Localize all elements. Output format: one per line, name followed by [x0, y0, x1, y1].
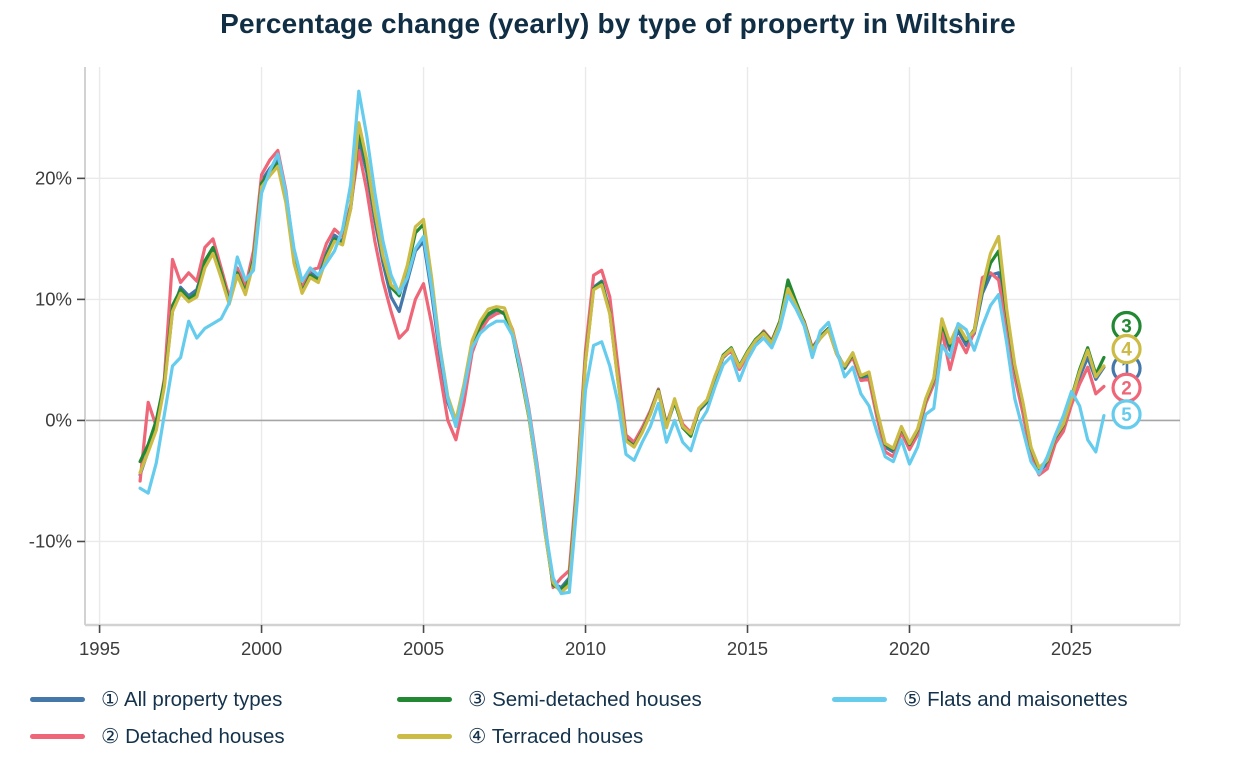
end-marker-number-3: 3 [1121, 317, 1132, 338]
chart-area: 1995 2000 2005 2010 2015 2020 2025 -10% 0% 10% 20%… [0, 60, 1236, 675]
end-marker-circle-5 [1111, 399, 1142, 430]
legend-label: ② Detached houses [101, 725, 285, 748]
end-marker-number-5: 5 [1121, 405, 1132, 426]
chart-title: Percentage change (yearly) by type of pr… [220, 8, 1016, 39]
line-chart: 1995 2000 2005 2010 2015 2020 2025 -10% 0% 10% 20%… [29, 67, 1181, 659]
legend-item-flats-and-maisonettes[interactable]: ⑤ Flats and maisonettes [832, 687, 1236, 712]
y-tick-label: 10% [35, 288, 72, 309]
legend-item-semi-detached-houses[interactable]: ③ Semi-detached houses [397, 687, 832, 712]
x-tick-label: 2000 [241, 638, 282, 659]
y-tick-label: 0% [45, 409, 72, 430]
x-tick-label: 2025 [1051, 638, 1092, 659]
legend-item-terraced-houses[interactable]: ④ Terraced houses [397, 724, 832, 749]
series-line-4 [138, 121, 1106, 594]
end-marker-number-4: 4 [1121, 340, 1132, 361]
legend-label: ④ Terraced houses [468, 725, 644, 748]
y-tick-label: 20% [35, 167, 72, 188]
legend-label: ① All property types [101, 688, 283, 711]
legend-swatch-all-property-types [30, 697, 85, 702]
x-tick-label: 2005 [403, 638, 444, 659]
legend-label: ③ Semi-detached houses [468, 688, 702, 711]
end-marker-circle-4 [1111, 333, 1142, 365]
x-tick-label: 2020 [889, 638, 930, 659]
legend-swatch-flats-and-maisonettes [832, 697, 887, 702]
legend-item-detached-houses[interactable]: ② Detached houses [30, 724, 397, 749]
end-marker-number-1: 1 [1121, 359, 1132, 380]
series-line-2 [138, 148, 1106, 590]
legend-swatch-semi-detached-houses [397, 697, 452, 702]
legend-item-all-property-types[interactable]: ① All property types [30, 687, 397, 712]
series-line-1 [138, 137, 1106, 590]
legend: ① All property types ② Detached houses ③… [30, 681, 1236, 755]
legend-swatch-terraced-houses [397, 734, 452, 739]
end-marker-number-2: 2 [1121, 378, 1132, 399]
legend-label: ⑤ Flats and maisonettes [903, 688, 1128, 711]
x-tick-label: 2010 [565, 638, 606, 659]
x-tick-label: 2015 [727, 638, 768, 659]
x-tick-label: 1995 [79, 638, 120, 659]
y-tick-label: -10% [29, 530, 72, 551]
series-line-5 [138, 89, 1106, 596]
legend-swatch-detached-houses [30, 734, 85, 739]
